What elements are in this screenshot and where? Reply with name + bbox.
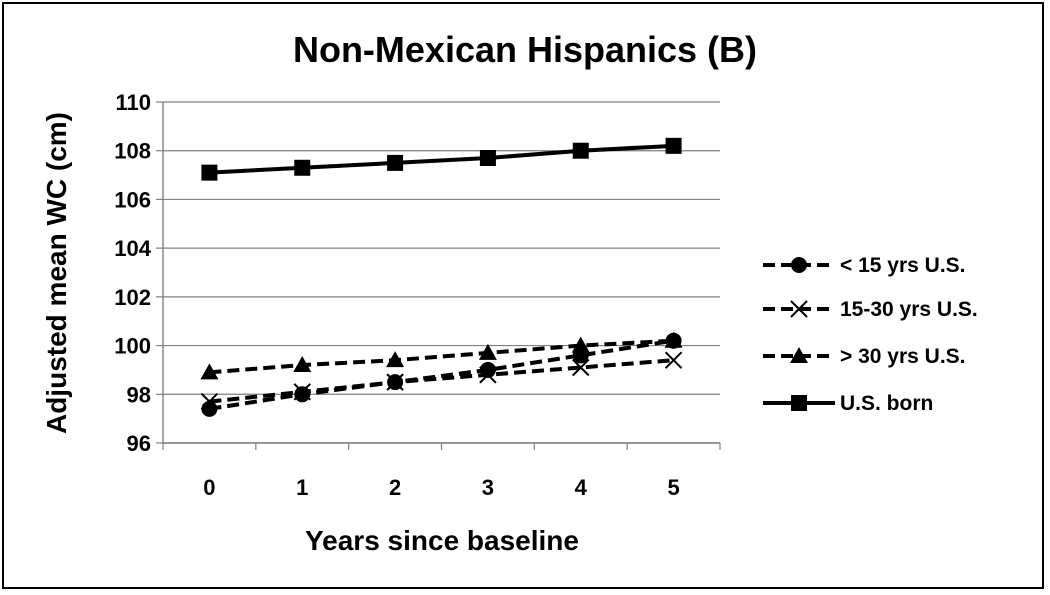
y-tick-label: 110	[116, 90, 152, 115]
series-square	[201, 137, 682, 181]
series-line	[209, 143, 674, 175]
data-point	[571, 336, 590, 353]
legend-label: > 30 yrs U.S.	[840, 345, 966, 368]
legend-item: > 30 yrs U.S.	[763, 345, 966, 368]
legend-label: 15-30 yrs U.S.	[840, 298, 978, 321]
x-tick-label: 2	[389, 475, 401, 500]
data-point	[201, 400, 218, 417]
series-x	[200, 351, 683, 411]
data-point	[293, 383, 311, 401]
data-point	[572, 142, 589, 159]
series-line	[209, 338, 674, 375]
legend-item: U.S. born	[763, 392, 933, 415]
y-tick-label: 96	[127, 431, 151, 456]
data-point	[294, 159, 311, 176]
series-line	[209, 358, 674, 404]
data-point	[201, 164, 218, 181]
y-tick-label: 108	[114, 139, 151, 164]
chart-title: Non-Mexican Hispanics (B)	[293, 29, 757, 70]
data-point	[387, 154, 404, 171]
data-point	[478, 343, 497, 360]
data-point	[200, 392, 219, 411]
legend-marker	[791, 395, 807, 411]
x-axis-title: Years since baseline	[305, 525, 579, 556]
data-point	[386, 373, 404, 391]
data-point	[479, 150, 496, 167]
legend-marker	[790, 347, 808, 363]
legend: < 15 yrs U.S. 15-30 yrs U.S. > 30 yrs U.S.…	[763, 254, 978, 415]
x-tick-label: 3	[482, 475, 494, 500]
y-tick-label: 104	[114, 236, 151, 261]
y-tick-label: 100	[114, 334, 151, 359]
legend-marker	[791, 257, 807, 273]
data-point	[386, 351, 405, 368]
data-point	[664, 331, 683, 348]
x-tick-label: 4	[575, 475, 588, 500]
legend-item: 15-30 yrs U.S.	[763, 298, 978, 321]
x-tick-label: 1	[296, 475, 308, 500]
legend-label: U.S. born	[840, 392, 933, 415]
legend-item: < 15 yrs U.S.	[763, 254, 966, 277]
data-point	[665, 137, 682, 154]
data-point	[294, 386, 311, 403]
series-triangle	[200, 331, 683, 380]
data-point	[479, 366, 497, 384]
data-point	[572, 358, 590, 377]
series-line	[209, 338, 674, 411]
data-point	[293, 356, 312, 373]
legend-label: < 15 yrs U.S.	[840, 254, 966, 277]
legend-marker	[790, 300, 808, 318]
x-tick-label: 0	[203, 475, 215, 500]
y-tick-label: 98	[127, 382, 151, 407]
data-point	[200, 363, 219, 380]
data-point	[664, 351, 683, 369]
chart-frame	[2, 2, 1044, 589]
y-tick-label: 102	[114, 285, 151, 310]
x-tick-label: 5	[667, 475, 679, 500]
plot-area: 96 98 100 102 104 106 108 110 0 1 2 3 4 5	[114, 90, 721, 500]
y-tick-label: 106	[114, 187, 151, 212]
y-axis-title: Adjusted mean WC (cm)	[41, 112, 72, 434]
